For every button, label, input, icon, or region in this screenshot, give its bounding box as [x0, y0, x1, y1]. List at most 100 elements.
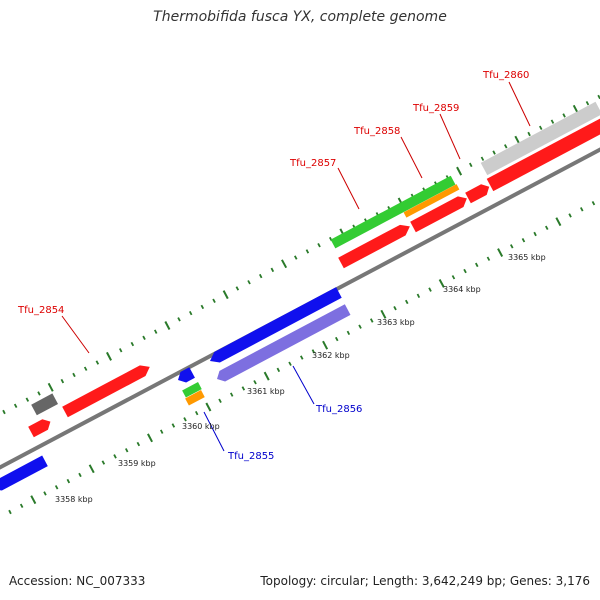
rna-block-green-tfu-2857[interactable] [330, 175, 456, 249]
tick-major [380, 309, 387, 319]
tick-minor [580, 207, 584, 212]
gene-arrow-tfu-2856-blue[interactable] [207, 287, 342, 366]
tick-minor [469, 162, 473, 168]
tick-major [205, 402, 212, 412]
tick-minor [72, 372, 76, 378]
tick-minor [43, 491, 47, 496]
tick-minor [591, 200, 596, 206]
kbp-label: 3364 kbp [443, 285, 481, 294]
tick-minor [510, 244, 514, 249]
gene-arrow-reverse-small[interactable] [175, 367, 195, 385]
gene-arrow-tfu-2854[interactable] [62, 362, 152, 418]
gene-arrow-tfu-2858[interactable] [410, 193, 469, 233]
gene-label-tfu-2859[interactable]: Tfu_2859 [412, 103, 459, 114]
callout-tfu-2854 [61, 315, 90, 354]
gene-label-tfu-2858[interactable]: Tfu_2858 [353, 126, 400, 137]
tick-minor [13, 403, 18, 409]
tick-minor [358, 324, 362, 329]
gene-arrow-tfu-2854-partner[interactable] [28, 416, 53, 438]
tick-minor [229, 392, 234, 397]
tick-minor [335, 336, 339, 342]
tick-minor [95, 360, 100, 365]
tick-major [438, 279, 445, 288]
tick-minor [136, 441, 141, 447]
rna-block-green-tfu-2855[interactable] [182, 382, 202, 398]
callout-tfu-2856 [292, 365, 315, 405]
tick-major [30, 495, 37, 505]
tick-minor [159, 429, 164, 434]
gene-label-tfu-2856[interactable]: Tfu_2856 [315, 404, 362, 415]
tick-minor [300, 355, 304, 360]
kbp-label: 3365 kbp [508, 253, 546, 262]
pseudo-block-light-tfu-2860[interactable] [480, 101, 600, 176]
tick-minor [405, 299, 409, 305]
tick-major [322, 340, 329, 350]
tick-minor [370, 318, 374, 323]
gene-arrow-tfu-2859[interactable] [465, 181, 492, 204]
tick-minor [25, 397, 30, 402]
tick-minor [54, 485, 59, 490]
tick-minor [2, 409, 6, 415]
tick-major [555, 217, 562, 227]
tick-minor [37, 391, 41, 396]
tick-minor [212, 298, 216, 304]
tick-major [497, 248, 504, 257]
tick-minor [270, 267, 275, 273]
gene-label-tfu-2855[interactable]: Tfu_2855 [227, 451, 274, 462]
gene-arrow-reverse-left[interactable] [0, 455, 48, 495]
tick-minor [533, 231, 537, 237]
gene-arrow-tfu-2857[interactable] [338, 221, 413, 269]
gene-label-tfu-2854[interactable]: Tfu_2854 [17, 305, 64, 316]
tick-minor [171, 423, 176, 428]
tick-minor [83, 366, 88, 371]
tick-minor [19, 503, 24, 509]
tick-row-outer [2, 94, 600, 415]
tick-minor [545, 225, 549, 231]
tick-minor [113, 454, 117, 459]
forward-strand-features [28, 101, 600, 438]
gene-arrow-tfu-2856[interactable] [214, 304, 351, 384]
tick-minor [124, 448, 129, 453]
gene-label-tfu-2857[interactable]: Tfu_2857 [289, 158, 336, 169]
tick-minor [527, 131, 531, 137]
tick-major [222, 290, 229, 300]
tick-minor [463, 268, 467, 274]
tick-minor [416, 293, 421, 299]
callout-lines [61, 81, 531, 452]
tick-major [88, 464, 95, 474]
tick-minor [451, 275, 456, 280]
tick-minor [101, 460, 106, 465]
tick-minor [568, 213, 572, 218]
tick-minor [504, 144, 508, 149]
tick-minor [118, 348, 123, 353]
tick-major [106, 351, 112, 361]
tick-minor [539, 125, 543, 131]
tick-minor [247, 280, 251, 285]
footer-accession: Accession: NC_007333 [9, 574, 146, 588]
kbp-label: 3358 kbp [55, 495, 93, 504]
gene-block-gray-dark[interactable] [31, 393, 59, 416]
tick-minor [142, 335, 146, 341]
tick-minor [521, 237, 526, 243]
tick-minor [8, 509, 12, 515]
tick-minor [428, 287, 432, 292]
footer-topology: Topology: circular; Length: 3,642,249 bp… [260, 574, 590, 588]
tick-minor [562, 113, 566, 118]
tick-major [147, 433, 153, 443]
kbp-label: 3361 kbp [247, 387, 285, 396]
callout-tfu-2855 [203, 411, 225, 452]
gene-label-tfu-2860[interactable]: Tfu_2860 [482, 70, 529, 81]
tick-minor [276, 367, 281, 373]
gene-arrow-tfu-2860[interactable] [486, 117, 600, 192]
rna-block-orange-tfu-2855[interactable] [185, 390, 205, 406]
tick-minor [480, 156, 485, 161]
kbp-label: 3363 kbp [377, 318, 415, 327]
tick-minor [188, 310, 193, 316]
rna-block-orange-tfu-2858[interactable] [403, 184, 460, 218]
tick-minor [550, 119, 555, 124]
tick-minor [317, 242, 321, 248]
callout-tfu-2860 [508, 81, 531, 127]
tick-minor [153, 329, 158, 334]
tick-minor [346, 330, 351, 336]
tick-minor [235, 286, 240, 291]
